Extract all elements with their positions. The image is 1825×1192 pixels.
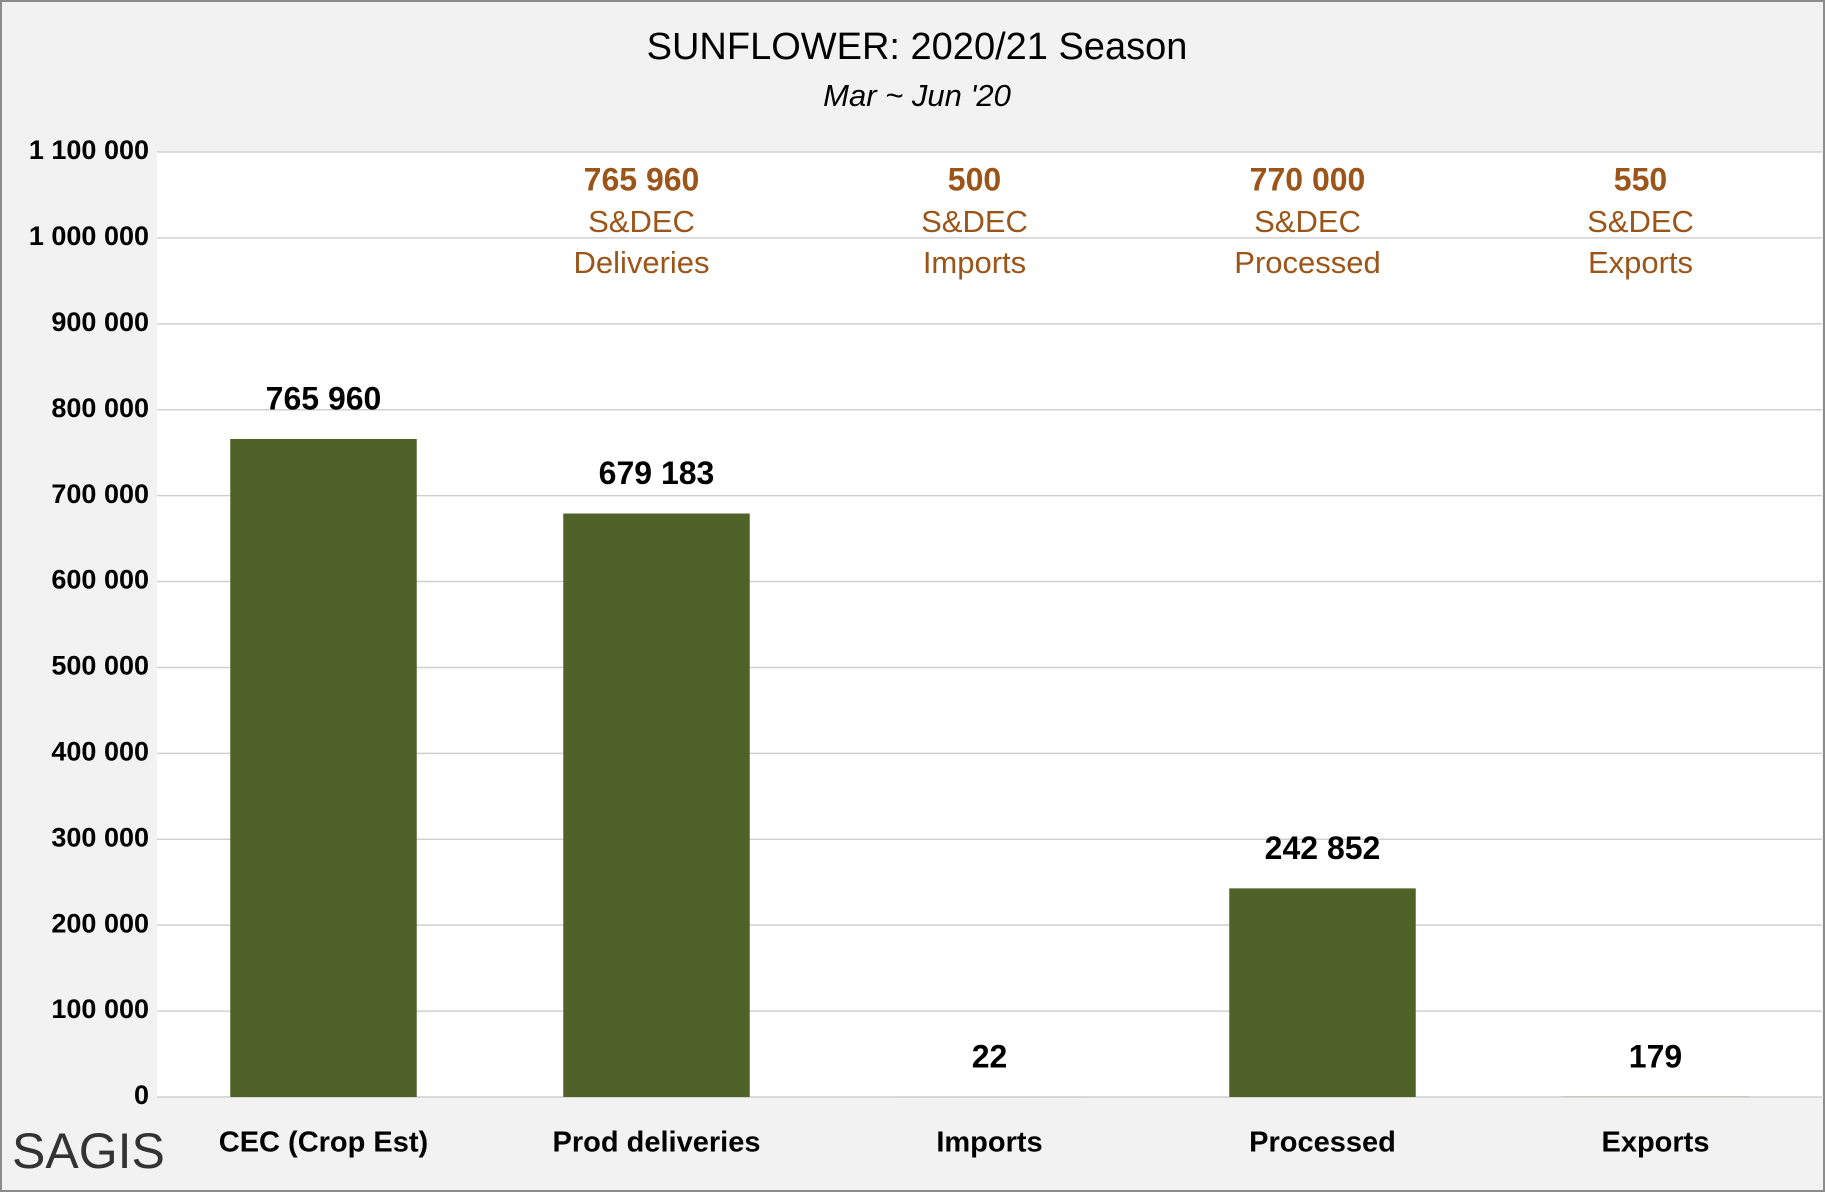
y-tick-label: 900 000 xyxy=(51,307,149,337)
data-label: 22 xyxy=(972,1038,1008,1074)
annotation-value: 765 960 xyxy=(584,161,700,197)
annotation-text: S&DEC xyxy=(1254,204,1361,239)
y-tick-label: 800 000 xyxy=(51,393,149,423)
bar xyxy=(1229,888,1416,1097)
chart-title: SUNFLOWER: 2020/21 Season xyxy=(647,26,1188,68)
x-tick-label: CEC (Crop Est) xyxy=(219,1127,428,1159)
y-tick-label: 700 000 xyxy=(51,479,149,509)
annotation-text: S&DEC xyxy=(588,204,695,239)
annotation-text: S&DEC xyxy=(1587,204,1694,239)
y-tick-label: 200 000 xyxy=(51,908,149,938)
y-tick-label: 1 000 000 xyxy=(29,221,149,251)
x-tick-label: Prod deliveries xyxy=(553,1127,761,1159)
annotation-text: S&DEC xyxy=(921,204,1028,239)
y-tick-label: 500 000 xyxy=(51,651,149,681)
x-tick-label: Imports xyxy=(936,1127,1042,1159)
y-tick-label: 600 000 xyxy=(51,565,149,595)
logo: SAGIS xyxy=(12,1123,165,1179)
annotation-text: Processed xyxy=(1234,245,1380,280)
data-label: 679 183 xyxy=(599,455,715,491)
x-tick-label: Exports xyxy=(1602,1127,1710,1159)
y-tick-label: 1 100 000 xyxy=(29,135,149,165)
y-tick-label: 300 000 xyxy=(51,822,149,852)
y-tick-label: 0 xyxy=(134,1080,149,1110)
bar xyxy=(563,513,750,1097)
chart-subtitle: Mar ~ Jun '20 xyxy=(823,78,1011,113)
y-tick-label: 400 000 xyxy=(51,736,149,766)
data-label: 765 960 xyxy=(266,380,382,416)
data-label: 242 852 xyxy=(1265,830,1381,866)
data-label: 179 xyxy=(1629,1038,1682,1074)
bar xyxy=(230,438,417,1098)
x-tick-label: Processed xyxy=(1249,1127,1396,1159)
y-tick-label: 100 000 xyxy=(51,994,149,1024)
annotation-text: Deliveries xyxy=(573,245,709,280)
annotation-value: 500 xyxy=(948,161,1001,197)
annotation-text: Exports xyxy=(1588,245,1693,280)
annotation-text: Imports xyxy=(923,245,1026,280)
annotation-value: 770 000 xyxy=(1250,161,1366,197)
annotation-value: 550 xyxy=(1614,161,1667,197)
plot-area xyxy=(157,152,1822,1097)
